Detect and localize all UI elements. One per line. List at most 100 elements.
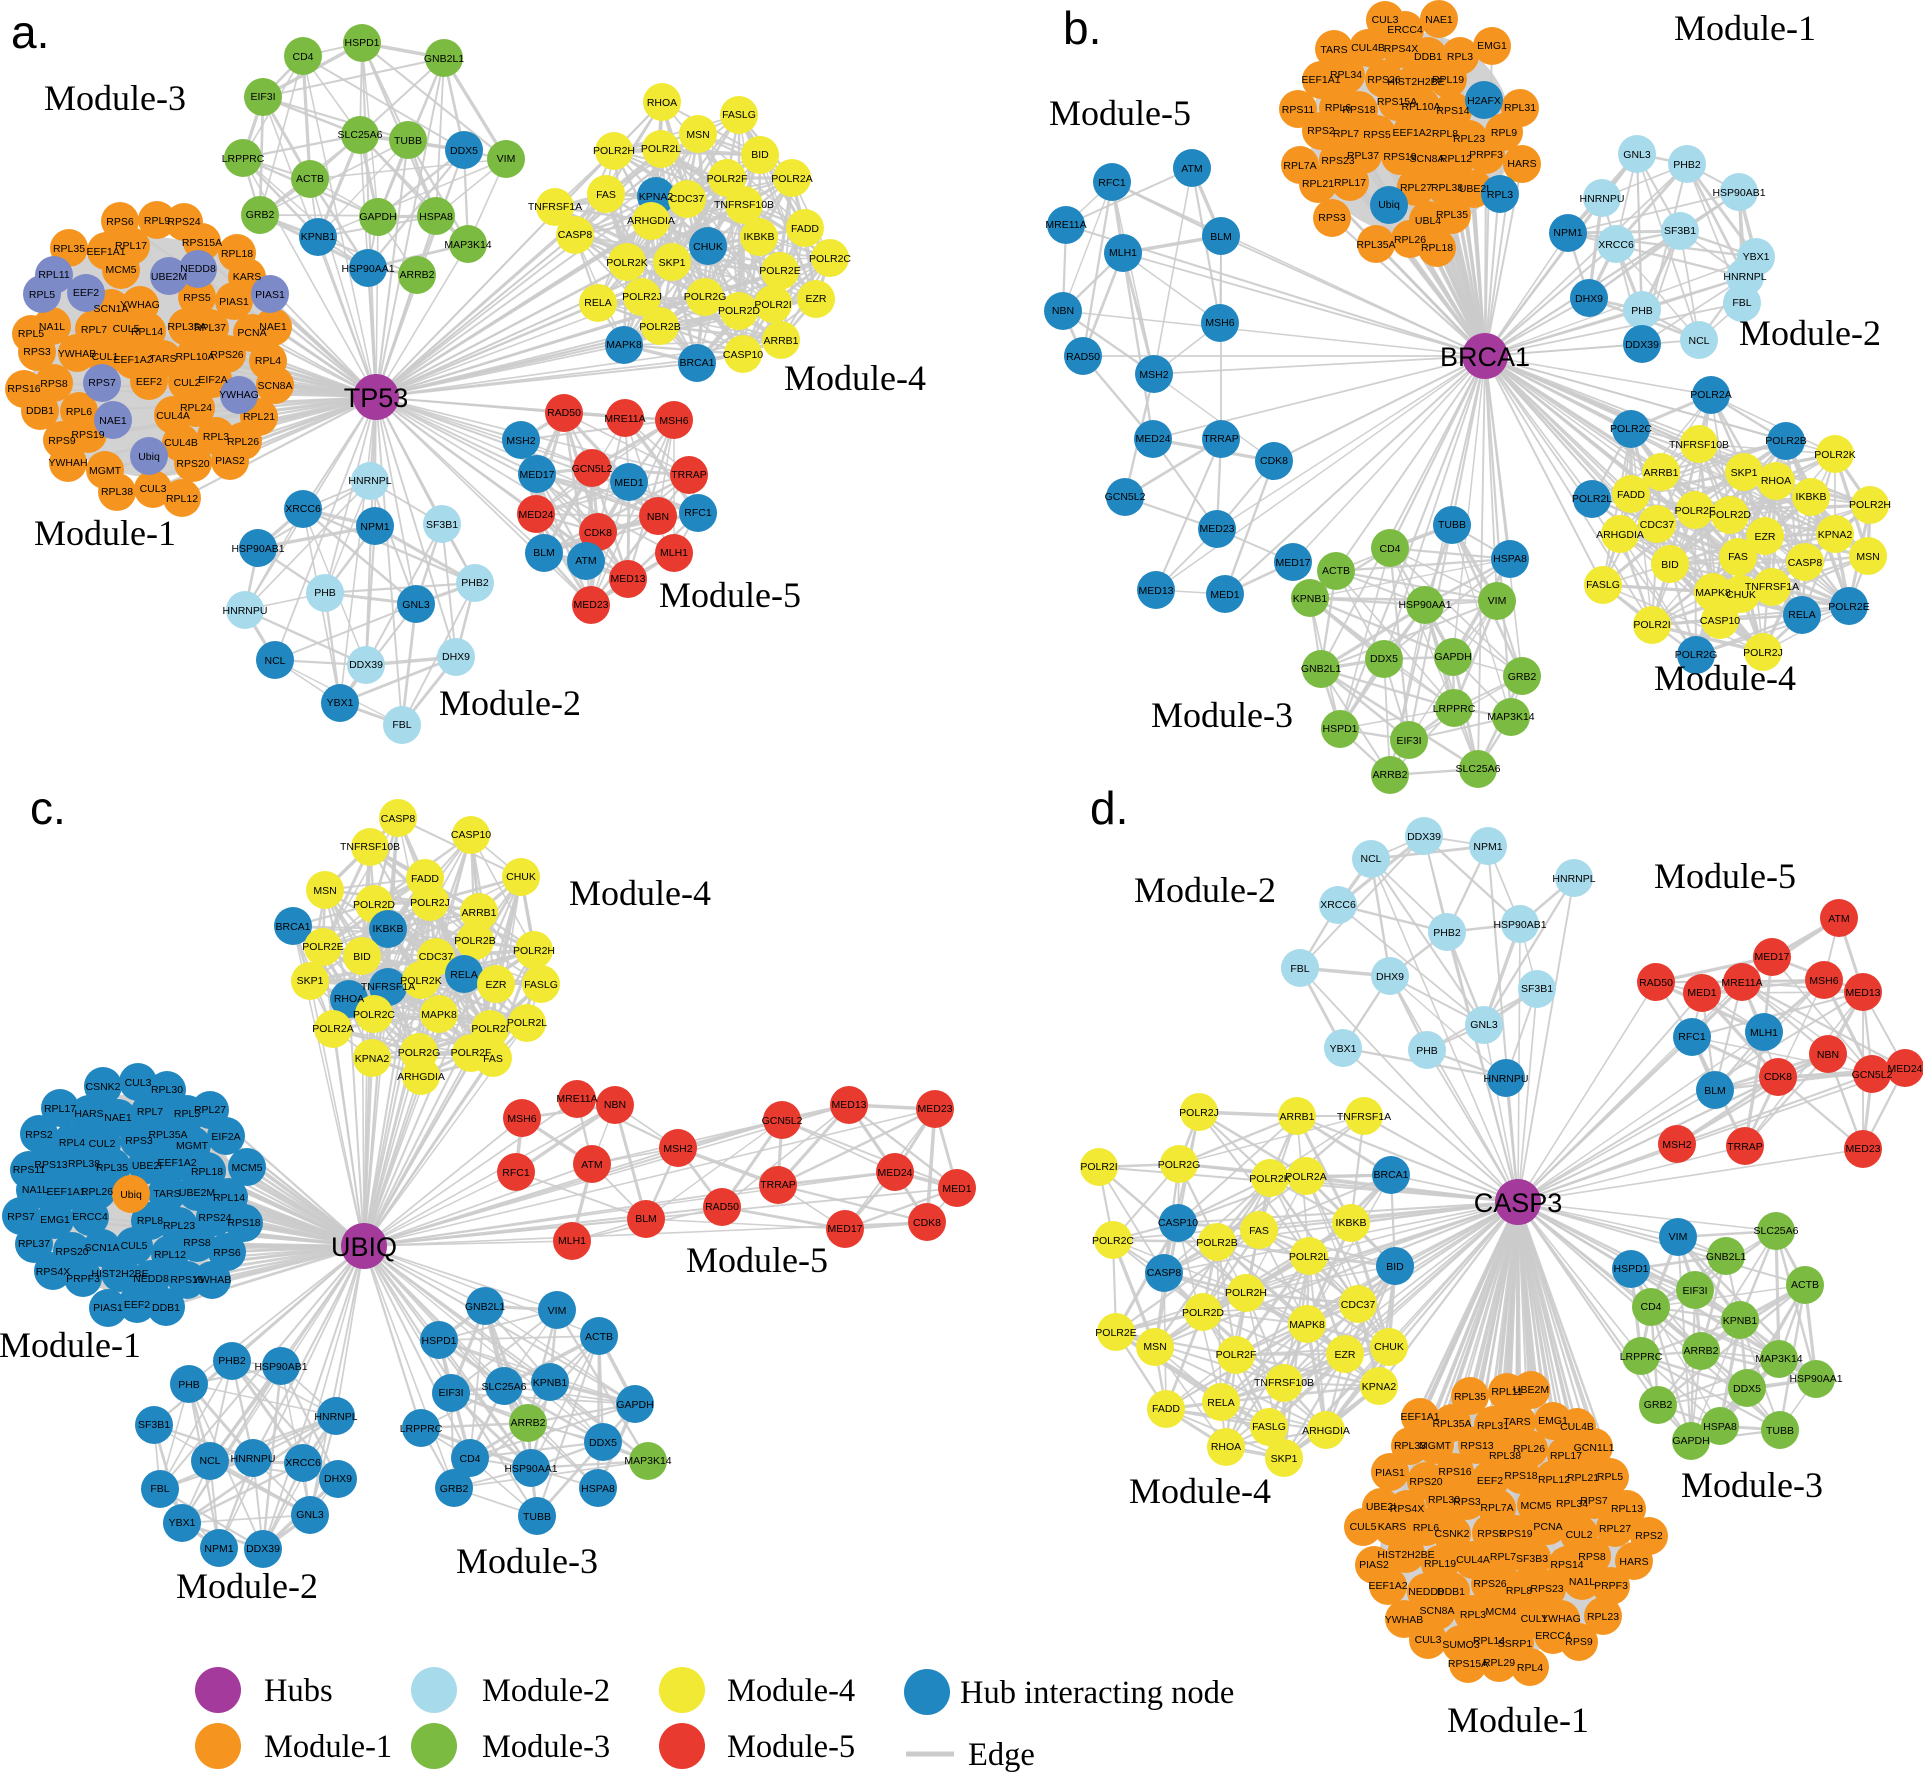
svg-text:RPL3: RPL3 xyxy=(203,431,229,443)
svg-text:RPS3: RPS3 xyxy=(23,346,51,358)
svg-text:CDC37: CDC37 xyxy=(1640,519,1675,531)
svg-text:MED24: MED24 xyxy=(877,1167,912,1179)
svg-text:RPL6: RPL6 xyxy=(1325,102,1351,114)
svg-text:Hubs: Hubs xyxy=(264,1673,333,1709)
svg-text:RPS19: RPS19 xyxy=(71,429,104,441)
svg-text:MCM5: MCM5 xyxy=(232,1162,263,1174)
svg-text:RPL9: RPL9 xyxy=(1491,127,1517,139)
svg-text:EMG1: EMG1 xyxy=(1477,40,1507,52)
svg-text:PHB: PHB xyxy=(314,587,336,599)
svg-text:PHB2: PHB2 xyxy=(461,577,489,589)
svg-text:HSP90AA1: HSP90AA1 xyxy=(1789,1373,1842,1385)
svg-text:GCN5L2: GCN5L2 xyxy=(572,463,613,475)
svg-text:RPL14: RPL14 xyxy=(1473,1635,1505,1647)
svg-text:CDC37: CDC37 xyxy=(1341,1299,1376,1311)
svg-text:UBE2M: UBE2M xyxy=(151,271,187,283)
svg-text:BID: BID xyxy=(751,149,769,161)
svg-text:Module-1: Module-1 xyxy=(1447,1700,1589,1740)
svg-text:CHUK: CHUK xyxy=(1374,1341,1404,1353)
svg-text:HNRNPL: HNRNPL xyxy=(1723,271,1766,283)
svg-text:CASP3: CASP3 xyxy=(1474,1188,1563,1218)
svg-text:RPL7: RPL7 xyxy=(137,1106,163,1118)
svg-text:LRPPRC: LRPPRC xyxy=(400,1423,443,1435)
svg-text:RPL29: RPL29 xyxy=(1483,1657,1515,1669)
svg-text:UBE2I: UBE2I xyxy=(1366,1501,1396,1513)
svg-text:GRB2: GRB2 xyxy=(246,209,275,221)
svg-text:EIF3I: EIF3I xyxy=(438,1387,463,1399)
svg-text:GNL3: GNL3 xyxy=(402,599,430,611)
svg-text:MAPK8: MAPK8 xyxy=(1289,1319,1325,1331)
svg-text:DDX39: DDX39 xyxy=(1625,339,1659,351)
svg-text:RPS14: RPS14 xyxy=(1436,105,1469,117)
svg-text:CDC37: CDC37 xyxy=(670,193,705,205)
svg-text:CASP8: CASP8 xyxy=(1788,557,1823,569)
svg-text:RPL37: RPL37 xyxy=(1347,150,1379,162)
svg-text:d.: d. xyxy=(1090,782,1128,834)
svg-text:GNL3: GNL3 xyxy=(296,1509,324,1521)
svg-text:TNFRSF1A: TNFRSF1A xyxy=(1337,1111,1391,1123)
svg-text:RPL17: RPL17 xyxy=(1334,177,1366,189)
svg-text:FASLG: FASLG xyxy=(524,979,558,991)
svg-text:DHX9: DHX9 xyxy=(1575,293,1603,305)
svg-text:LRPPRC: LRPPRC xyxy=(1433,703,1476,715)
svg-text:RPS9: RPS9 xyxy=(1565,1636,1593,1648)
svg-text:IKBKB: IKBKB xyxy=(744,231,775,243)
svg-text:RPL8: RPL8 xyxy=(1432,128,1458,140)
svg-text:POLR2I: POLR2I xyxy=(471,1023,508,1035)
svg-text:MED23: MED23 xyxy=(1845,1143,1880,1155)
svg-text:RHOA: RHOA xyxy=(1761,475,1791,487)
svg-text:BRCA1: BRCA1 xyxy=(275,921,310,933)
svg-text:HSPA8: HSPA8 xyxy=(1493,553,1527,565)
svg-text:MRE11A: MRE11A xyxy=(1721,977,1762,989)
svg-text:TRRAP: TRRAP xyxy=(1203,433,1239,445)
svg-text:RPS14: RPS14 xyxy=(1550,1559,1583,1571)
svg-text:MED24: MED24 xyxy=(1135,433,1170,445)
svg-text:MED23: MED23 xyxy=(1199,523,1234,535)
svg-text:SKP1: SKP1 xyxy=(1731,467,1758,479)
svg-text:POLR2I: POLR2I xyxy=(1080,1161,1117,1173)
svg-text:RPL5: RPL5 xyxy=(174,1108,200,1120)
svg-text:BID: BID xyxy=(1661,559,1679,571)
svg-text:MSH6: MSH6 xyxy=(659,415,688,427)
svg-text:Module-1: Module-1 xyxy=(0,1325,141,1365)
svg-text:RPL12: RPL12 xyxy=(154,1249,186,1261)
svg-text:UBE2M: UBE2M xyxy=(179,1187,215,1199)
svg-text:HSP90AA1: HSP90AA1 xyxy=(1398,599,1451,611)
svg-text:MLH1: MLH1 xyxy=(1750,1027,1778,1039)
svg-text:RPL21: RPL21 xyxy=(1567,1472,1599,1484)
svg-text:RPS3: RPS3 xyxy=(1318,212,1346,224)
svg-text:EEF1A2: EEF1A2 xyxy=(113,354,152,366)
svg-text:MCM5: MCM5 xyxy=(1521,1500,1552,1512)
svg-text:Module-4: Module-4 xyxy=(1654,658,1796,698)
svg-text:RPS15A: RPS15A xyxy=(182,237,222,249)
svg-text:HIST2H2BE: HIST2H2BE xyxy=(1387,76,1444,88)
svg-text:CUL1: CUL1 xyxy=(92,351,119,363)
svg-text:RPL27: RPL27 xyxy=(194,1104,226,1116)
svg-text:POLR2G: POLR2G xyxy=(1158,1159,1201,1171)
svg-text:RPL7: RPL7 xyxy=(1333,128,1359,140)
svg-text:RPS15A: RPS15A xyxy=(1377,96,1417,108)
svg-text:Module-2: Module-2 xyxy=(482,1673,610,1709)
svg-text:DDX39: DDX39 xyxy=(246,1543,280,1555)
svg-text:MCM4: MCM4 xyxy=(1486,1606,1517,1618)
svg-text:PIAS2: PIAS2 xyxy=(215,455,245,467)
svg-text:POLR2B: POLR2B xyxy=(454,935,495,947)
svg-text:b.: b. xyxy=(1063,2,1101,54)
svg-text:BLM: BLM xyxy=(533,547,555,559)
svg-text:MSN: MSN xyxy=(1143,1341,1166,1353)
svg-text:POLR2J: POLR2J xyxy=(1743,647,1783,659)
svg-text:POLR2J: POLR2J xyxy=(622,291,662,303)
svg-text:HSPA8: HSPA8 xyxy=(1703,1421,1737,1433)
svg-text:NBN: NBN xyxy=(647,511,669,523)
svg-text:RPL4: RPL4 xyxy=(1517,1662,1543,1674)
svg-text:HSP90AB1: HSP90AB1 xyxy=(254,1361,307,1373)
svg-text:FBL: FBL xyxy=(1290,963,1309,975)
svg-text:RPS11: RPS11 xyxy=(1282,104,1315,116)
svg-text:MSH2: MSH2 xyxy=(1139,369,1168,381)
svg-text:Module-3: Module-3 xyxy=(1151,695,1293,735)
svg-text:RPL10A: RPL10A xyxy=(175,351,214,363)
svg-text:MGMT: MGMT xyxy=(1419,1440,1452,1452)
svg-text:IKBKB: IKBKB xyxy=(1796,491,1827,503)
svg-text:KPNA2: KPNA2 xyxy=(1818,529,1853,541)
svg-text:HARS: HARS xyxy=(1619,1556,1648,1568)
